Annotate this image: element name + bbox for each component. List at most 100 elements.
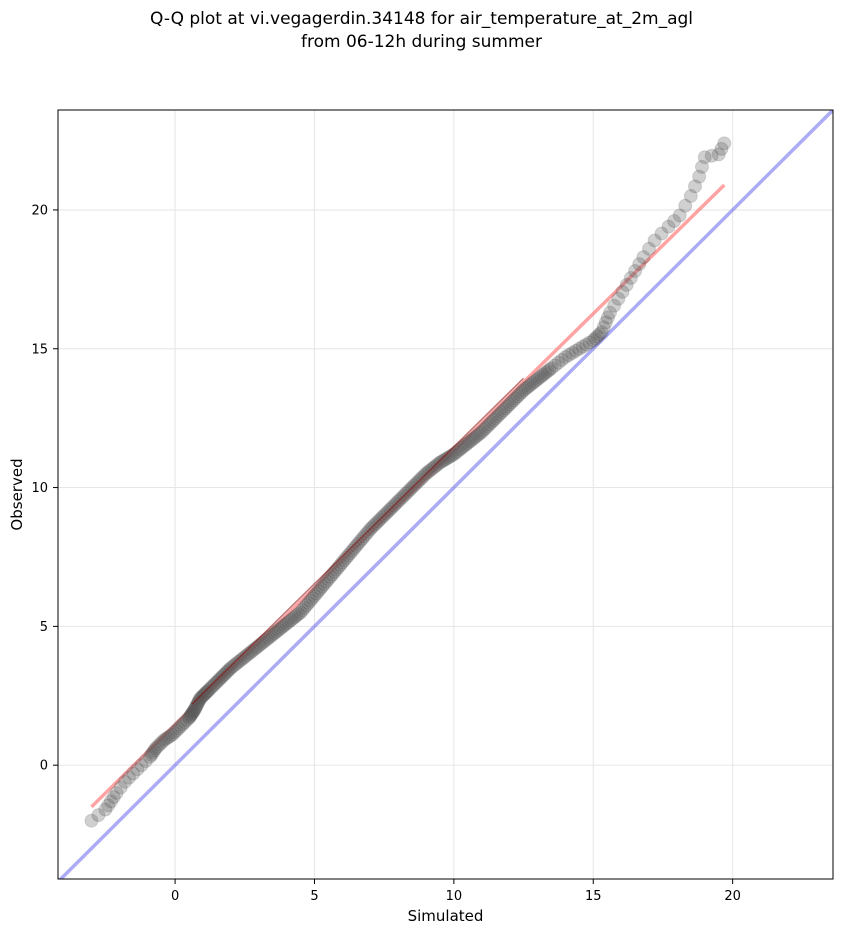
chart-title-line-2: from 06-12h during summer bbox=[301, 32, 542, 52]
quantile-point bbox=[145, 745, 160, 760]
quantile-point bbox=[192, 693, 207, 708]
quantile-point bbox=[175, 717, 190, 732]
quantile-point bbox=[468, 429, 483, 444]
quantile-point bbox=[554, 352, 569, 367]
quantile-point bbox=[201, 683, 216, 698]
quantile-point bbox=[325, 567, 340, 582]
fit-line bbox=[90, 183, 726, 809]
quantile-point bbox=[528, 373, 543, 388]
quantile-point bbox=[636, 250, 651, 265]
quantile-point bbox=[209, 675, 224, 690]
quantile-point bbox=[307, 588, 322, 603]
quantile-point bbox=[496, 403, 511, 418]
quantile-point bbox=[547, 358, 562, 373]
quantile-point bbox=[283, 613, 298, 628]
quantile-point bbox=[277, 618, 292, 633]
quantile-point bbox=[456, 439, 471, 454]
quantile-point bbox=[623, 270, 638, 285]
quantile-point bbox=[327, 565, 342, 580]
quantile-point bbox=[452, 442, 467, 457]
quantile-point bbox=[225, 659, 240, 674]
plot-frame bbox=[57, 109, 834, 880]
quantile-point bbox=[430, 457, 445, 472]
quantile-point bbox=[647, 233, 662, 248]
quantile-point bbox=[436, 453, 451, 468]
quantile-point bbox=[438, 452, 453, 467]
quantile-point bbox=[117, 774, 132, 789]
quantile-point bbox=[486, 413, 501, 428]
quantile-point bbox=[287, 610, 302, 625]
quantile-point bbox=[544, 361, 559, 376]
quantile-point bbox=[214, 670, 229, 685]
quantile-point bbox=[204, 680, 219, 695]
quantile-point bbox=[169, 723, 184, 738]
quantile-point bbox=[594, 325, 609, 340]
quantile-point bbox=[678, 198, 693, 213]
quantile-point bbox=[303, 593, 318, 608]
quantile-point bbox=[516, 383, 531, 398]
quantile-point bbox=[434, 454, 449, 469]
quantile-point bbox=[311, 584, 326, 599]
quantile-point bbox=[206, 678, 221, 693]
quantile-point bbox=[269, 624, 284, 639]
quantile-point bbox=[126, 766, 141, 781]
quantile-point bbox=[212, 672, 227, 687]
quantile-point bbox=[615, 284, 630, 299]
quantile-point bbox=[488, 411, 503, 426]
quantile-point bbox=[607, 298, 622, 313]
quantile-point bbox=[683, 189, 698, 204]
quantile-point bbox=[134, 758, 149, 773]
quantile-point bbox=[490, 409, 505, 424]
quantile-point bbox=[317, 576, 332, 591]
quantile-point bbox=[454, 440, 469, 455]
quantile-point bbox=[186, 705, 201, 720]
quantile-point bbox=[470, 428, 485, 443]
quantile-point bbox=[353, 534, 368, 549]
quantile-point bbox=[233, 653, 248, 668]
quantile-point bbox=[520, 380, 535, 395]
quantile-point bbox=[575, 339, 590, 354]
y-tick-label: 20 bbox=[31, 203, 48, 218]
fit-line-inner bbox=[191, 377, 525, 705]
quantile-point bbox=[667, 214, 682, 229]
quantile-point bbox=[512, 387, 527, 402]
quantile-point bbox=[506, 393, 521, 408]
quantile-point bbox=[199, 685, 214, 700]
quantile-point bbox=[223, 661, 238, 676]
quantile-point bbox=[592, 327, 607, 342]
quantile-point bbox=[91, 808, 106, 823]
quantile-point bbox=[428, 458, 443, 473]
quantile-point bbox=[267, 626, 282, 641]
quantile-point bbox=[460, 436, 475, 451]
quantile-point bbox=[109, 785, 124, 800]
y-tick-label: 5 bbox=[40, 620, 48, 635]
quantile-point bbox=[694, 159, 709, 174]
quantile-point bbox=[257, 634, 272, 649]
quantile-point bbox=[357, 529, 372, 544]
quantile-point bbox=[152, 737, 167, 752]
quantile-point bbox=[345, 543, 360, 558]
x-axis-label: Simulated bbox=[408, 907, 484, 925]
quantile-point bbox=[156, 733, 171, 748]
quantile-point bbox=[355, 531, 370, 546]
y-axis-label: Observed bbox=[8, 458, 26, 530]
quantile-point bbox=[565, 345, 580, 360]
quantile-point bbox=[190, 696, 205, 711]
quantile-point bbox=[309, 586, 324, 601]
quantile-point bbox=[273, 621, 288, 636]
quantile-point bbox=[476, 423, 491, 438]
quantile-point bbox=[598, 315, 613, 330]
quantile-point bbox=[551, 355, 566, 370]
quantile-point bbox=[518, 381, 533, 396]
quantile-point bbox=[161, 730, 176, 745]
quantile-point bbox=[582, 335, 597, 350]
quantile-point bbox=[191, 694, 206, 709]
quantile-point bbox=[590, 329, 605, 344]
quantile-point bbox=[498, 401, 513, 416]
quantile-point bbox=[106, 790, 121, 805]
quantile-point bbox=[558, 350, 573, 365]
quantile-point bbox=[185, 706, 200, 721]
quantile-point bbox=[187, 702, 202, 717]
quantile-point bbox=[661, 219, 676, 234]
